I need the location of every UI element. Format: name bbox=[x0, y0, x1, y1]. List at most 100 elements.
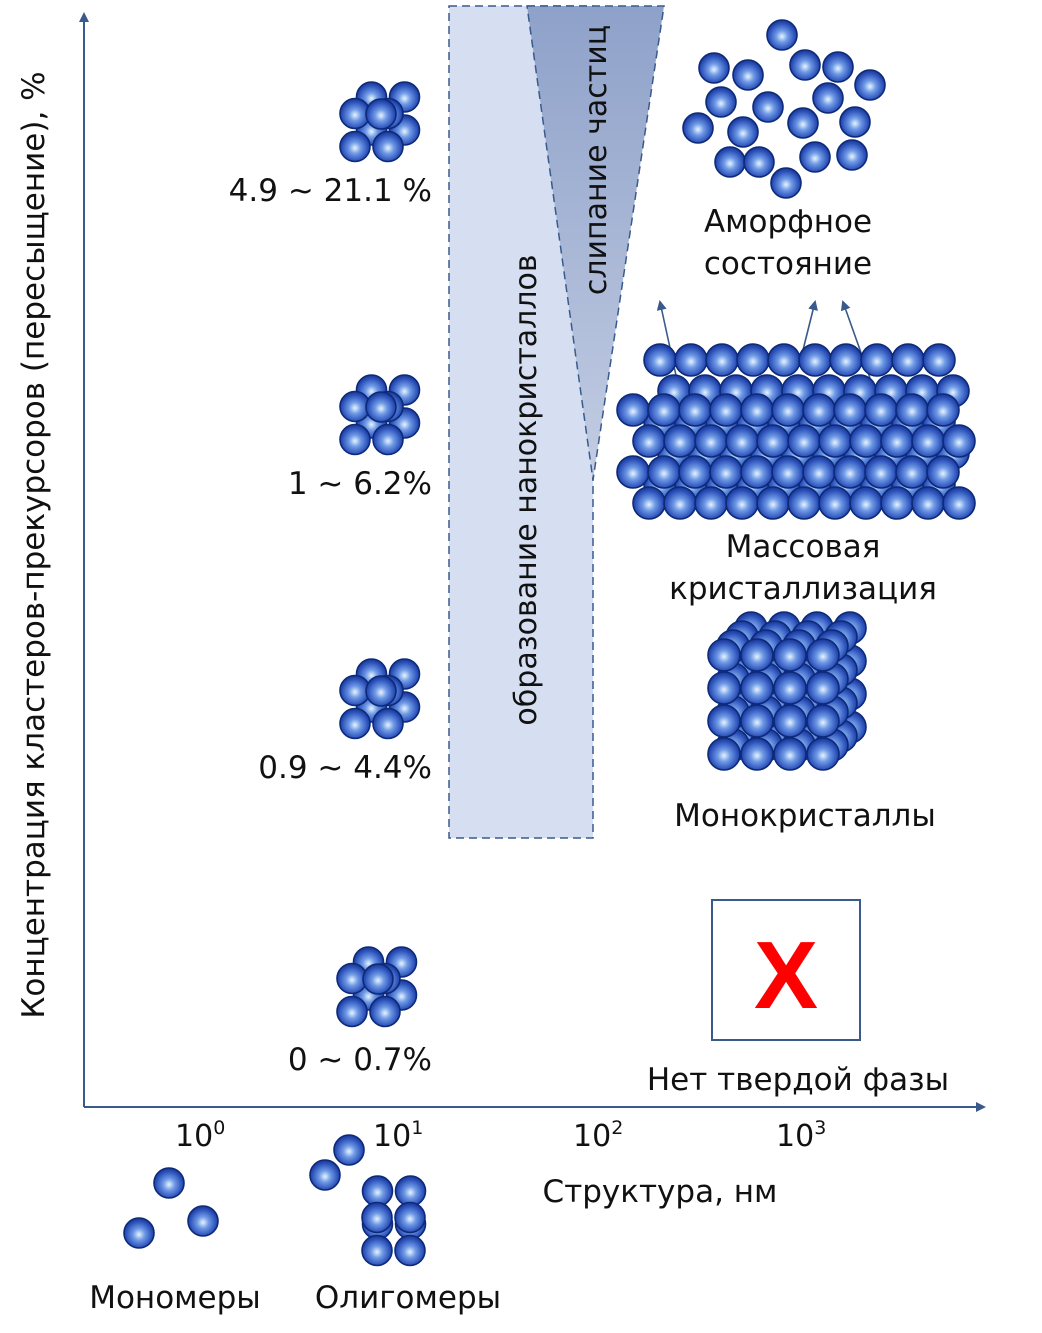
sphere bbox=[707, 671, 741, 705]
mass-crystallization-aggregate bbox=[616, 343, 976, 520]
sphere bbox=[309, 1159, 341, 1191]
sphere bbox=[365, 675, 397, 707]
sphere bbox=[836, 139, 868, 171]
sphere bbox=[707, 704, 741, 738]
svg-text:100: 100 bbox=[175, 1117, 225, 1154]
sphere bbox=[833, 455, 867, 489]
sphere bbox=[674, 343, 708, 377]
sphere bbox=[773, 704, 807, 738]
sphere bbox=[926, 393, 960, 427]
amorphous-label-line2: состояние bbox=[704, 246, 872, 282]
sphere bbox=[365, 98, 397, 130]
sphere bbox=[829, 343, 863, 377]
sphere bbox=[787, 486, 821, 520]
sphere bbox=[756, 486, 790, 520]
sphere bbox=[632, 486, 666, 520]
sphere bbox=[771, 455, 805, 489]
sphere bbox=[849, 424, 883, 458]
sphere bbox=[678, 455, 712, 489]
sphere bbox=[361, 1175, 394, 1207]
svg-text:103: 103 bbox=[776, 1117, 826, 1154]
y-axis-label: Концентрация кластеров-прекурсоров (пере… bbox=[16, 71, 52, 1018]
sphere bbox=[705, 343, 739, 377]
sphere bbox=[372, 707, 404, 740]
sphere bbox=[616, 393, 650, 427]
amorphous-particles bbox=[682, 19, 886, 199]
sphere bbox=[773, 737, 807, 771]
sphere bbox=[880, 486, 914, 520]
sphere bbox=[698, 52, 730, 84]
sphere bbox=[926, 455, 960, 489]
sphere bbox=[864, 393, 898, 427]
sphere bbox=[362, 963, 394, 995]
sphere bbox=[740, 704, 774, 738]
no-solid-phase-mark: X bbox=[754, 922, 818, 1029]
level-label-high: 4.9 ~ 21.1 % bbox=[229, 173, 432, 209]
no-solid-phase-label: Нет твердой фазы bbox=[647, 1062, 949, 1098]
x-axis-label: Структура, нм bbox=[543, 1174, 778, 1210]
svg-text:101: 101 bbox=[373, 1117, 423, 1154]
sphere bbox=[773, 638, 807, 672]
sphere bbox=[922, 343, 956, 377]
sphere bbox=[682, 112, 714, 144]
sphere bbox=[647, 393, 681, 427]
sphere bbox=[740, 455, 774, 489]
sphere bbox=[732, 59, 764, 91]
sphere bbox=[187, 1205, 219, 1237]
sphere bbox=[895, 455, 929, 489]
sphere bbox=[705, 86, 737, 118]
sphere bbox=[727, 116, 759, 148]
sphere bbox=[740, 671, 774, 705]
sphere bbox=[339, 130, 371, 163]
cluster-icon-mid-high bbox=[339, 374, 421, 456]
sphere bbox=[789, 49, 821, 81]
sphere bbox=[361, 1234, 393, 1267]
sphere bbox=[707, 737, 741, 771]
sphere bbox=[369, 995, 401, 1028]
sphere bbox=[860, 343, 894, 377]
oligomers-icon bbox=[309, 1134, 427, 1267]
sphere bbox=[942, 424, 976, 458]
sphere bbox=[361, 1201, 393, 1234]
sphere bbox=[714, 146, 746, 178]
sphere bbox=[787, 424, 821, 458]
particle-coalescence-label: слипание частиц bbox=[579, 25, 614, 295]
sphere bbox=[891, 343, 925, 377]
sphere bbox=[740, 638, 774, 672]
sphere bbox=[771, 393, 805, 427]
sphere bbox=[643, 343, 677, 377]
sphere bbox=[678, 393, 712, 427]
x-tick-1e3: 103 bbox=[776, 1117, 826, 1154]
sphere bbox=[849, 486, 883, 520]
sphere bbox=[394, 1175, 427, 1207]
sphere bbox=[339, 423, 371, 456]
sphere bbox=[895, 393, 929, 427]
sphere bbox=[694, 424, 728, 458]
sphere bbox=[740, 737, 774, 771]
monomers-icon bbox=[123, 1167, 219, 1249]
level-label-low: 0 ~ 0.7% bbox=[288, 1042, 432, 1078]
oligomers-label: Олигомеры bbox=[315, 1280, 501, 1316]
sphere bbox=[787, 107, 819, 139]
sphere bbox=[806, 737, 840, 771]
sphere bbox=[812, 82, 844, 114]
sphere bbox=[725, 486, 759, 520]
sphere bbox=[799, 141, 831, 173]
sphere bbox=[756, 424, 790, 458]
sphere bbox=[818, 424, 852, 458]
sphere bbox=[372, 130, 404, 163]
level-label-mid-low: 0.9 ~ 4.4% bbox=[258, 750, 432, 786]
sphere bbox=[770, 167, 802, 199]
mass-crystallization-label-line1: Массовая bbox=[726, 529, 881, 565]
svg-text:102: 102 bbox=[573, 1117, 623, 1154]
sphere bbox=[707, 638, 741, 672]
sphere bbox=[736, 343, 770, 377]
cluster-icon-high bbox=[339, 81, 421, 163]
sphere bbox=[818, 486, 852, 520]
sphere bbox=[153, 1167, 185, 1199]
sphere bbox=[743, 146, 775, 178]
sphere bbox=[694, 486, 728, 520]
sphere bbox=[709, 455, 743, 489]
sphere bbox=[394, 1201, 426, 1234]
